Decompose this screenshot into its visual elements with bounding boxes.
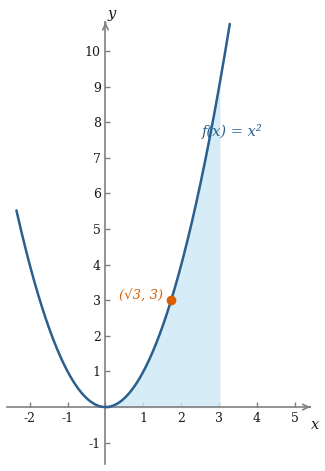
Text: x: x (311, 418, 319, 432)
Text: y: y (107, 7, 115, 21)
Text: (√3, 3): (√3, 3) (119, 289, 163, 302)
Text: f(x) = x²: f(x) = x² (202, 124, 263, 139)
